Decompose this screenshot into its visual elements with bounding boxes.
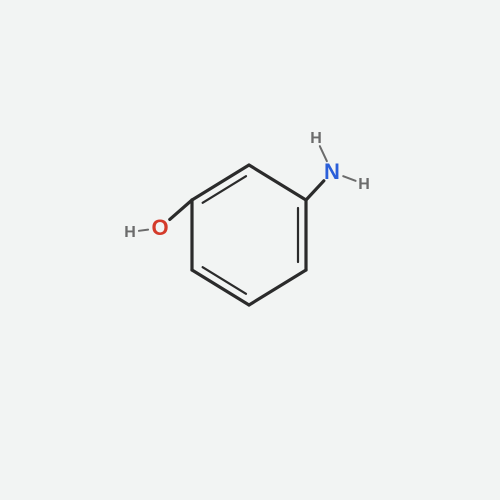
svg-text:N: N: [324, 159, 340, 184]
molecule-svg: NOHHH: [0, 0, 500, 500]
structure-canvas: NOHHH: [0, 0, 500, 500]
svg-text:H: H: [124, 224, 136, 241]
svg-text:H: H: [358, 176, 370, 193]
svg-text:O: O: [151, 215, 168, 240]
svg-text:H: H: [310, 130, 322, 147]
